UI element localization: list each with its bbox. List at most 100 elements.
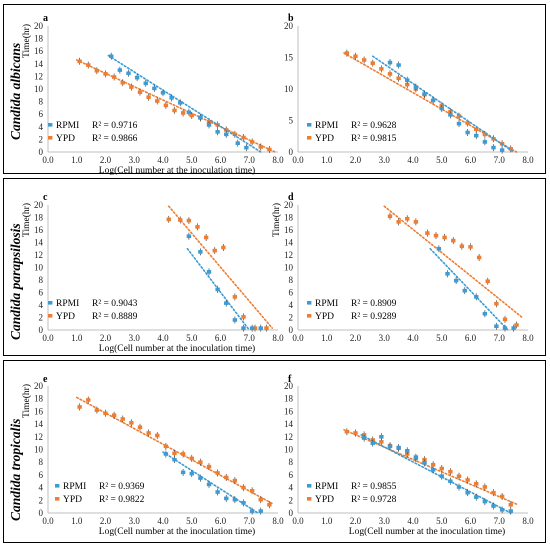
point-rpmi-d (502, 326, 508, 330)
y-tick-label-c: 6 (39, 288, 44, 298)
x-tick-label-b: 6.0 (465, 155, 477, 165)
x-tick-label-c: 0.0 (42, 333, 54, 343)
y-axis-title-a: Time(hr) (21, 24, 32, 58)
point-ypd-e (94, 408, 100, 412)
point-rpmi-a (169, 96, 174, 100)
point-rpmi-f (430, 468, 436, 472)
point-rpmi-b (499, 148, 505, 152)
y-tick-label-a: 18 (34, 34, 44, 44)
point-rpmi-c (215, 287, 220, 292)
trendline-rpmi-b (371, 55, 515, 153)
point-ypd-e (120, 417, 125, 421)
y-axis-title-c: Time(hr) (21, 203, 32, 237)
legend-label-ypd-e: YPD (63, 495, 82, 505)
point-rpmi-e (198, 476, 203, 480)
point-ypd-a (137, 90, 143, 94)
x-tick-label-f: 1.0 (321, 516, 333, 526)
point-rpmi-b (474, 133, 479, 138)
point-rpmi-f (413, 455, 419, 459)
point-ypd-a (120, 80, 125, 85)
legend-label-ypd-a: YPD (56, 134, 75, 144)
x-tick-label-f: 6.0 (465, 516, 477, 526)
y-tick-label-b: 10 (284, 84, 294, 94)
legend-marker-rpmi-d (307, 301, 312, 305)
y-tick-label-b: 5 (289, 116, 294, 126)
y-tick-label-c: 20 (34, 200, 44, 210)
y-tick-label-a: 4 (39, 122, 44, 132)
point-ypd-f (491, 490, 496, 495)
y-tick-label-f: 14 (284, 419, 294, 429)
x-tick-label-e: 2.0 (100, 516, 112, 526)
y-tick-label-e: 16 (34, 406, 44, 416)
legend-r2-rpmi-c: R² = 0.9043 (92, 299, 138, 309)
x-axis-title-e: Log(Cell number at the inoculation time) (99, 526, 255, 537)
point-ypd-a (189, 113, 194, 118)
y-tick-label-d: 0 (289, 325, 294, 335)
point-rpmi-e (232, 497, 238, 502)
y-axis-title-d: Time(hr) (271, 203, 282, 237)
point-ypd-d (433, 233, 439, 238)
point-ypd-f (456, 474, 462, 478)
x-tick-label-b: 4.0 (407, 155, 419, 165)
point-ypd-b (361, 58, 367, 62)
trendline-ypd-f (343, 429, 518, 505)
legend-marker-rpmi-f (307, 484, 312, 488)
point-ypd-a (232, 132, 238, 137)
point-rpmi-b (465, 130, 470, 135)
legend-marker-ypd-a (48, 136, 53, 140)
point-rpmi-d (462, 288, 467, 293)
y-tick-label-f: 8 (289, 457, 294, 467)
y-tick-label-e: 0 (39, 508, 44, 518)
point-rpmi-f (361, 436, 367, 440)
point-rpmi-d (482, 311, 488, 316)
x-tick-label-f: 5.0 (436, 516, 448, 526)
point-rpmi-f (456, 485, 462, 489)
x-tick-label-a: 8.0 (272, 155, 284, 165)
point-rpmi-e (215, 490, 220, 494)
x-tick-label-f: 4.0 (407, 516, 419, 526)
point-rpmi-c (258, 326, 263, 330)
point-ypd-a (129, 85, 134, 89)
legend-marker-rpmi-c (48, 301, 53, 305)
x-tick-label-c: 5.0 (186, 333, 198, 343)
point-rpmi-a (244, 145, 249, 150)
point-ypd-c (264, 326, 269, 330)
point-ypd-a (180, 111, 186, 115)
x-tick-label-e: 0.0 (42, 516, 54, 526)
point-rpmi-f (387, 444, 393, 449)
point-ypd-a (111, 75, 117, 79)
point-rpmi-b (491, 145, 496, 150)
row-frame-parapsilosis (3, 178, 546, 356)
y-tick-label-a: 10 (34, 84, 44, 94)
y-tick-label-e: 18 (34, 394, 44, 404)
point-rpmi-f (448, 479, 453, 484)
y-tick-label-e: 20 (34, 381, 44, 391)
y-tick-label-e: 8 (39, 457, 44, 467)
point-rpmi-a (143, 81, 148, 86)
point-ypd-e (198, 460, 203, 464)
point-ypd-a (241, 135, 246, 140)
point-ypd-a (224, 128, 229, 132)
y-tick-label-a: 8 (39, 97, 44, 107)
point-rpmi-f (499, 508, 505, 512)
legend-r2-ypd-b: R² = 0.9815 (351, 134, 397, 144)
legend-marker-rpmi-b (307, 123, 312, 127)
point-ypd-e (258, 497, 263, 502)
point-rpmi-f (405, 448, 410, 453)
point-rpmi-b (430, 98, 436, 103)
x-tick-label-d: 5.0 (436, 333, 448, 343)
legend-marker-ypd-c (48, 314, 53, 318)
point-ypd-c (241, 315, 246, 319)
point-rpmi-f (379, 435, 384, 439)
point-ypd-a (103, 72, 108, 76)
point-ypd-b (465, 121, 470, 125)
x-tick-label-b: 2.0 (350, 155, 362, 165)
x-tick-label-c: 2.0 (100, 333, 112, 343)
point-ypd-c (252, 326, 258, 330)
x-tick-label-a: 6.0 (215, 155, 227, 165)
point-rpmi-d (511, 326, 516, 330)
point-ypd-f (465, 478, 470, 482)
point-rpmi-e (180, 470, 186, 475)
point-ypd-d (405, 216, 410, 221)
